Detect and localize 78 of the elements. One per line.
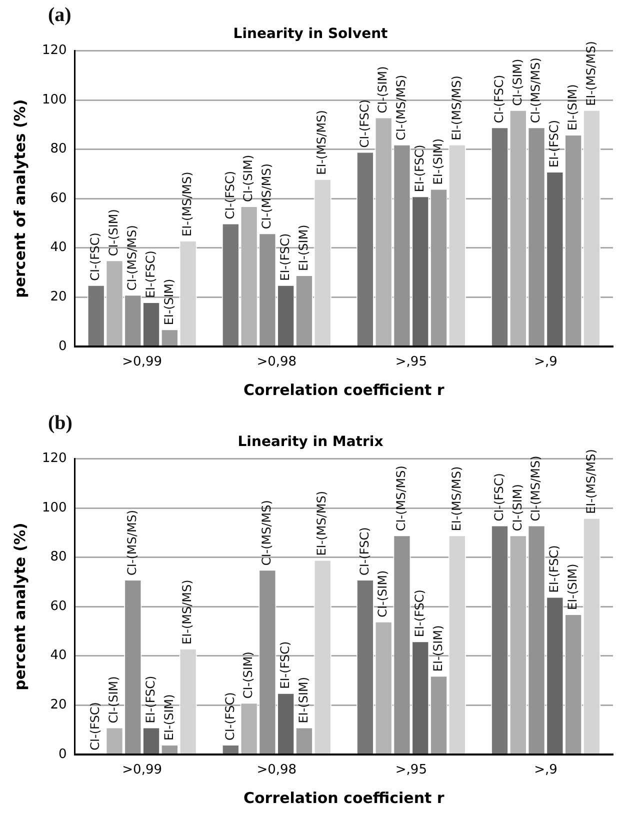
text: EI-(FSC): [547, 120, 562, 168]
chart-title: Linearity in Matrix: [238, 434, 384, 450]
text: EI-(MS/MS): [449, 76, 464, 140]
text: CI-(FSC): [357, 527, 372, 576]
text: EI-(MS/MS): [449, 466, 464, 532]
x-tick-label: >0,99: [122, 762, 162, 778]
y-axis-title: percent analyte (%): [10, 522, 29, 690]
text: CI-(FSC): [88, 702, 102, 750]
text: CI-(MS/MS): [260, 163, 274, 230]
text: CI-(FSC): [222, 692, 237, 741]
y-tick-label: 100: [42, 92, 67, 108]
text: CI-(MS/MS): [394, 74, 408, 140]
chart-title: Linearity in Solvent: [233, 26, 388, 42]
text: EI-(SIM): [162, 694, 176, 741]
y-tick-label: 120: [42, 451, 67, 466]
text: CI-(FSC): [357, 99, 372, 148]
text: EI-(FSC): [143, 250, 158, 298]
y-tick-label: 0: [58, 338, 67, 354]
x-axis-title: Correlation coefficient r: [243, 380, 445, 399]
text: CI-(SIM): [106, 676, 121, 724]
text: CI-(MS/MS): [528, 456, 543, 522]
x-tick-label: >,95: [395, 354, 427, 370]
y-tick-label: 80: [50, 142, 67, 157]
text: CI-(MS/MS): [125, 510, 140, 576]
text: EI-(MS/MS): [180, 580, 194, 644]
text: CI-(SIM): [241, 652, 256, 699]
text: EI-(SIM): [296, 224, 310, 271]
text: CI-(SIM): [510, 58, 524, 106]
text: CI-(FSC): [492, 472, 506, 522]
y-tick-label: 20: [50, 290, 67, 305]
y-tick-label: 60: [50, 598, 67, 614]
text: CI-(MS/MS): [394, 466, 408, 532]
text: EI-(SIM): [565, 564, 580, 610]
text: EI-(SIM): [430, 138, 445, 185]
y-tick-label: 60: [50, 190, 67, 206]
text: CI-(SIM): [510, 484, 524, 532]
text: EI-(MS/MS): [314, 110, 329, 175]
text: EI-(FSC): [278, 641, 292, 689]
text: CI-(SIM): [106, 209, 121, 256]
text: CI-(MS/MS): [260, 500, 274, 566]
y-tick-label: 40: [50, 648, 67, 664]
text: CI-(SIM): [241, 154, 256, 202]
text: EI-(SIM): [162, 278, 176, 326]
text: EI-(FSC): [412, 590, 426, 638]
x-tick-label: >,9: [534, 354, 558, 370]
x-tick-label: >0,99: [122, 354, 162, 370]
x-tick-label: >0,98: [256, 762, 297, 778]
y-tick-label: 40: [50, 240, 67, 256]
text: CI-(FSC): [492, 74, 506, 124]
text: EI-(SIM): [565, 84, 580, 131]
text: CI-(MS/MS): [528, 58, 543, 124]
text: EI-(MS/MS): [584, 41, 598, 106]
text: EI-(MS/MS): [180, 172, 194, 236]
text: CI-(MS/MS): [125, 225, 140, 291]
text: CI-(SIM): [376, 570, 390, 618]
text: EI-(FSC): [278, 233, 292, 281]
text: CI-(FSC): [222, 170, 237, 220]
text: (a): [48, 4, 72, 26]
x-tick-label: >,95: [395, 762, 427, 778]
text: EI-(SIM): [296, 676, 310, 724]
text: EI-(MS/MS): [314, 490, 329, 556]
y-tick-label: 80: [50, 550, 67, 565]
y-tick-label: 100: [42, 500, 67, 516]
y-tick-label: 0: [58, 746, 67, 762]
text: EI-(SIM): [430, 625, 445, 672]
text: EI-(FSC): [547, 545, 562, 593]
text: EI-(MS/MS): [584, 449, 598, 514]
x-axis-title: Correlation coefficient r: [243, 788, 445, 807]
text: (b): [48, 412, 72, 434]
text: EI-(FSC): [412, 144, 426, 192]
text: CI-(FSC): [88, 232, 102, 281]
text: CI-(SIM): [376, 66, 390, 114]
y-tick-label: 120: [42, 43, 67, 58]
x-tick-label: >,9: [534, 762, 558, 778]
text: EI-(FSC): [143, 676, 158, 724]
y-tick-label: 20: [50, 698, 67, 713]
y-axis-title: percent of analytes (%): [10, 99, 29, 298]
x-tick-label: >0,98: [256, 354, 297, 370]
